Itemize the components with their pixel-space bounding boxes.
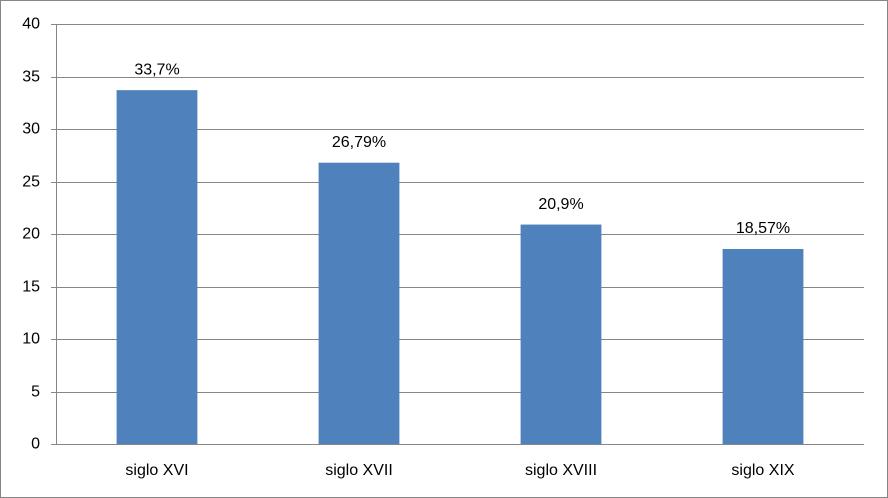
y-tick-label: 20 [22,226,40,243]
y-tick-label: 25 [22,174,40,191]
value-label: 33,7% [134,61,179,78]
bar [520,224,602,444]
bar [318,162,400,444]
y-tick-label: 35 [22,69,40,86]
x-tick-label: siglo XVIII [525,462,597,479]
y-tick-label: 5 [31,384,40,401]
value-label: 26,79% [332,134,386,151]
value-label: 18,57% [736,220,790,237]
y-tick-label: 30 [22,121,40,138]
value-label: 20,9% [538,196,583,213]
y-tick-label: 10 [22,331,40,348]
x-tick-label: siglo XVII [325,462,393,479]
bar [116,90,198,445]
x-tick-label: siglo XVI [125,462,188,479]
x-tick-label: siglo XIX [731,462,794,479]
y-tick-label: 15 [22,279,40,296]
bar [722,249,804,444]
y-tick-label: 0 [31,436,40,453]
y-tick-label: 40 [22,16,40,33]
